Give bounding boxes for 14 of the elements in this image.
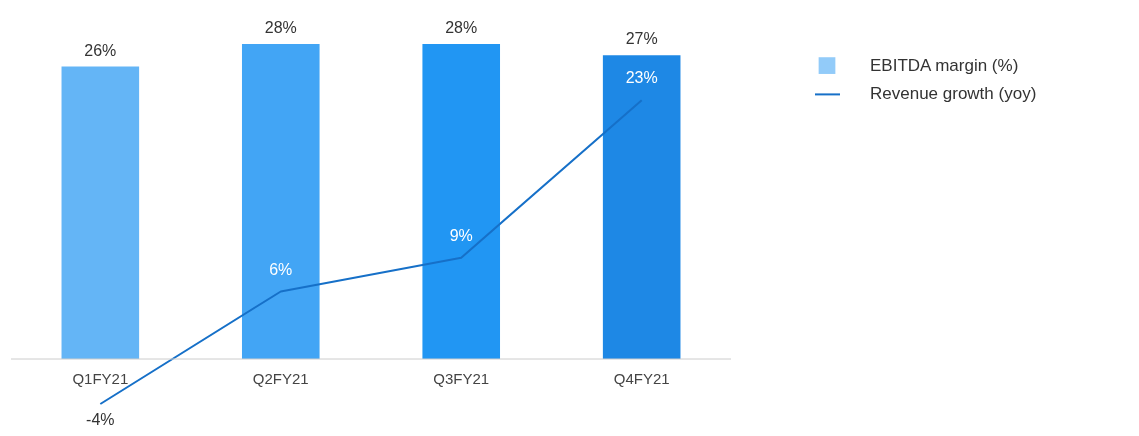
data-label: 23% [625, 69, 658, 87]
data-label: 28% [445, 19, 478, 36]
x-tick-label: Q4FY21 [613, 370, 670, 387]
data-label: -4% [86, 411, 115, 428]
data-label: 27% [625, 30, 658, 48]
legend-label: Revenue growth (yoy) [870, 84, 1037, 104]
data-label: 26% [84, 41, 117, 59]
x-tick-label: Q1FY21 [72, 370, 129, 387]
data-label: 28% [264, 19, 297, 36]
legend-label: EBITDA margin (%) [870, 55, 1019, 75]
data-label: 6% [269, 260, 293, 278]
x-tick-label: Q3FY21 [433, 370, 490, 387]
data-label: 9% [449, 226, 473, 244]
x-tick-label: Q2FY21 [252, 370, 309, 387]
